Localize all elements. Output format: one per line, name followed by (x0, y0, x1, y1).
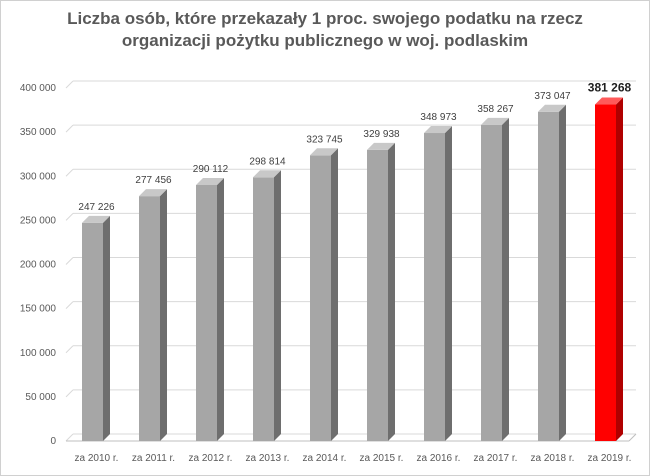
bar-top (481, 117, 509, 125)
bar (82, 215, 110, 441)
data-label: 290 112 (193, 164, 229, 175)
data-label: 381 268 (588, 81, 632, 95)
bar-side (274, 170, 281, 442)
bar-top (595, 97, 623, 105)
gridline-connector (65, 433, 74, 442)
data-label: 373 047 (534, 91, 571, 102)
bar-top (424, 126, 452, 134)
bar (139, 189, 167, 441)
bar-top (310, 148, 338, 156)
x-category-label: za 2013 r. (246, 453, 290, 464)
gridline-connector (65, 213, 74, 221)
bar-front (310, 155, 331, 441)
x-category-label: za 2015 r. (360, 453, 404, 464)
bar (196, 177, 224, 441)
bar-top (139, 189, 167, 197)
bar (310, 148, 338, 441)
data-label: 329 938 (363, 129, 400, 140)
x-category-label: za 2016 r. (417, 453, 461, 464)
bar-side (616, 97, 623, 441)
bar-front (424, 133, 445, 442)
gridline-connector (65, 301, 74, 309)
y-tick-label: 250 000 (20, 215, 57, 226)
data-label: 348 973 (420, 112, 457, 123)
bar-side (502, 117, 509, 441)
bar-side (388, 142, 395, 441)
bar-front (82, 222, 103, 441)
chart-title-line-1: Liczba osób, które przekazały 1 proc. sw… (67, 9, 583, 28)
y-tick-label: 350 000 (20, 127, 57, 138)
bar (253, 170, 281, 442)
data-labels: 247 226 277 456 290 112 298 814 323 745 329 9… (78, 81, 631, 213)
gridline-connector (65, 257, 74, 265)
bar-top (82, 215, 110, 223)
bar-side (217, 177, 224, 441)
x-category-label: za 2011 r. (132, 453, 175, 464)
y-tick-label: 400 000 (20, 83, 57, 94)
chart-title: Liczba osób, które przekazały 1 proc. sw… (0, 8, 650, 52)
floor-edge (628, 433, 637, 442)
y-axis-tick-labels: 0 50 000 100 000 150 000 200 000 250 000 300 0… (20, 83, 57, 447)
gridline-connector (65, 80, 74, 89)
bar-front (253, 177, 274, 442)
y-tick-label: 0 (50, 436, 56, 447)
bar-front (481, 124, 502, 441)
y-tick-label: 300 000 (20, 171, 57, 182)
x-category-label: za 2018 r. (531, 453, 575, 464)
bar (538, 104, 566, 442)
bar-side (160, 189, 167, 441)
bars (82, 97, 623, 442)
bar-side (331, 148, 338, 441)
bar (424, 126, 452, 442)
bar-front (367, 149, 388, 441)
bar-side (559, 104, 566, 442)
y-tick-label: 100 000 (20, 348, 57, 359)
gridline-connector (65, 389, 74, 398)
y-tick-label: 200 000 (20, 260, 57, 271)
x-axis-category-labels: za 2010 r. za 2011 r. za 2012 r. za 2013 r.… (75, 453, 632, 464)
bar (367, 142, 395, 441)
chart-title-line-2: organizacji pożytku publicznego w woj. p… (121, 31, 529, 50)
bar-front (196, 184, 217, 441)
bar-top (367, 142, 395, 150)
y-tick-label: 50 000 (25, 392, 56, 403)
x-category-label: za 2012 r. (189, 453, 233, 464)
x-category-label: za 2017 r. (474, 453, 518, 464)
bar (595, 97, 623, 441)
bar-front (595, 104, 616, 441)
y-tick-label: 150 000 (20, 304, 57, 315)
data-label: 358 267 (477, 104, 514, 115)
data-label: 277 456 (135, 175, 172, 186)
x-category-label: za 2010 r. (75, 453, 119, 464)
bar-side (445, 126, 452, 442)
bar-top (538, 104, 566, 112)
bar (481, 117, 509, 441)
gridline-connector (65, 124, 74, 133)
bar-top (253, 170, 281, 178)
x-category-label: za 2019 r. (588, 453, 632, 464)
bar-front (139, 196, 160, 441)
gridline-connector (65, 345, 74, 354)
x-category-label: za 2014 r. (303, 453, 347, 464)
bar-top (196, 177, 224, 185)
data-label: 298 814 (249, 156, 286, 167)
bar-front (538, 111, 559, 442)
data-label: 323 745 (306, 134, 343, 145)
bar-side (103, 215, 110, 441)
gridline-connector (65, 168, 74, 177)
data-label: 247 226 (78, 202, 115, 213)
